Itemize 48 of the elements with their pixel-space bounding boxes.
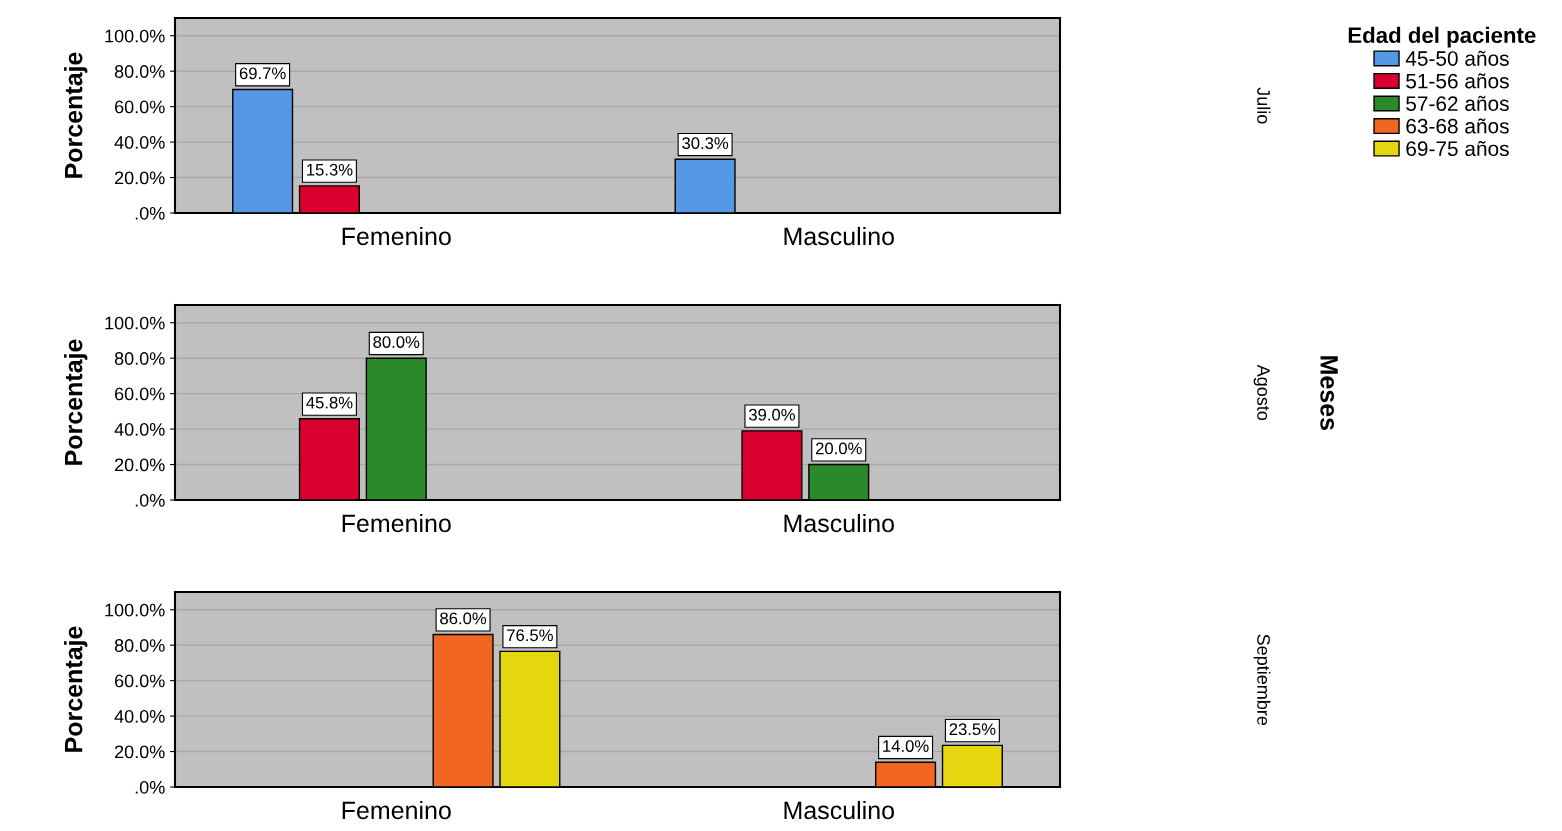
y-tick-label: 20.0% (114, 171, 165, 185)
y-tick-label: .0% (135, 780, 165, 794)
data-label: 45.8% (306, 396, 353, 409)
x-tick-label: Femenino (342, 513, 451, 533)
y-tick-label: 60.0% (115, 100, 165, 114)
legend-label: 51-56 años (1406, 73, 1509, 89)
data-label: 23.5% (949, 723, 996, 736)
legend-label: 57-62 años (1406, 95, 1509, 111)
legend-label: 69-75 años (1406, 140, 1509, 157)
legend-label: 63-68 años (1406, 118, 1509, 134)
y-tick-label: 80.0% (114, 65, 165, 78)
y-tick-label: 20.0% (114, 458, 165, 472)
data-label: 15.3% (307, 163, 353, 176)
text: Meses (1320, 356, 1338, 430)
data-label: 69.7% (239, 67, 286, 80)
y-tick-label: 100.0% (105, 29, 165, 43)
x-tick-label: Masculino (784, 226, 894, 246)
data-label: 14.0% (883, 740, 929, 752)
data-label: 86.0% (440, 612, 487, 625)
x-tick-label: Masculino (784, 800, 894, 820)
y-tick-label: 60.0% (115, 674, 165, 688)
data-label: 39.0% (748, 408, 795, 421)
x-tick-label: Masculino (784, 513, 894, 533)
text: Agosto (1253, 364, 1270, 421)
y-tick-label: 40.0% (114, 423, 165, 436)
y-tick-label: 20.0% (114, 745, 165, 759)
legend-label: 45-50 años (1405, 50, 1509, 66)
y-tick-label: 80.0% (114, 639, 165, 652)
y-tick-label: 100.0% (105, 603, 165, 617)
y-tick-label: 40.0% (114, 710, 165, 723)
y-tick-label: .0% (135, 493, 165, 507)
y-tick-label: 40.0% (114, 136, 165, 149)
y-axis-title: Porcentaje (64, 626, 88, 752)
y-tick-label: .0% (135, 206, 165, 220)
y-tick-label: 60.0% (115, 387, 165, 401)
data-label: 20.0% (815, 442, 862, 455)
legend-title: Edad del paciente (1348, 26, 1536, 48)
x-tick-label: Femenino (342, 226, 451, 246)
data-label: 30.3% (682, 137, 729, 150)
y-tick-label: 80.0% (114, 352, 165, 365)
x-tick-label: Femenino (342, 800, 451, 820)
y-axis-title: Porcentaje (64, 339, 88, 465)
text: Septiembre (1253, 634, 1271, 726)
text: Julio (1257, 87, 1271, 124)
data-label: 76.5% (507, 629, 553, 642)
data-label: 80.0% (373, 336, 420, 348)
y-tick-label: 100.0% (105, 316, 165, 330)
y-axis-title: Porcentaje (64, 52, 88, 178)
